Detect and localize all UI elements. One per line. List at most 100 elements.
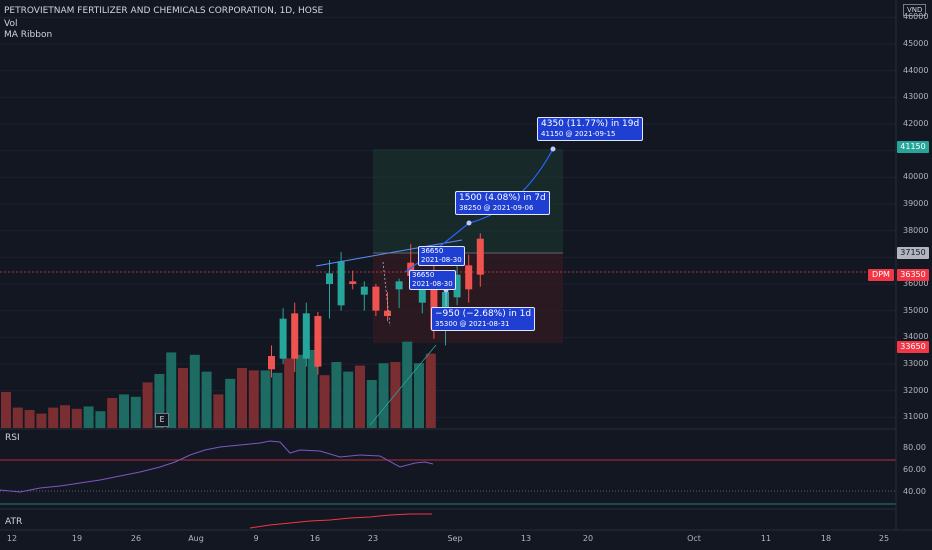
callout-4-line1: 36650 bbox=[421, 247, 444, 255]
callout-overlap-a[interactable]: 36650 2021-08-30 bbox=[418, 246, 465, 266]
callout-3-line1: −950 (−2.68%) in 1d bbox=[435, 309, 532, 319]
candle-body[interactable] bbox=[326, 273, 333, 284]
trend-line-lower[interactable] bbox=[369, 344, 437, 426]
forecast-point-1[interactable] bbox=[550, 146, 556, 152]
volume-bar bbox=[355, 365, 365, 428]
time-tick: Oct bbox=[687, 534, 701, 543]
rsi-tick-40: 40.00 bbox=[903, 487, 926, 496]
volume-bar bbox=[260, 370, 271, 428]
time-tick: Sep bbox=[447, 534, 463, 543]
candle-body[interactable] bbox=[279, 318, 287, 359]
time-tick: 11 bbox=[760, 534, 772, 543]
candle-body[interactable] bbox=[302, 313, 310, 359]
callout-3-line2: 35300 @ 2021-08-31 bbox=[435, 320, 510, 328]
volume-bar bbox=[201, 371, 212, 428]
callout-forecast-3[interactable]: −950 (−2.68%) in 1d 35300 @ 2021-08-31 bbox=[431, 307, 536, 331]
candle-body[interactable] bbox=[314, 316, 322, 367]
volume-bar bbox=[225, 378, 236, 428]
price-tag: 37150 bbox=[897, 247, 929, 260]
atr-line bbox=[249, 513, 432, 529]
price-tick: 44000 bbox=[903, 65, 929, 75]
time-tick: 16 bbox=[309, 534, 321, 543]
atr-label[interactable]: ATR bbox=[5, 517, 23, 527]
volume-bar bbox=[378, 363, 389, 428]
rsi-label[interactable]: RSI bbox=[5, 433, 20, 443]
price-tick: 34000 bbox=[903, 332, 929, 342]
price-tag: 36350 bbox=[897, 268, 929, 281]
volume-bar bbox=[331, 362, 342, 428]
volume-bar bbox=[237, 368, 247, 428]
time-tick: 23 bbox=[367, 534, 379, 543]
callout-2-line2: 38250 @ 2021-09-06 bbox=[459, 204, 534, 212]
candle-body[interactable] bbox=[337, 261, 345, 306]
price-tick: 36000 bbox=[903, 279, 929, 288]
volume-bar bbox=[402, 341, 413, 428]
candle-body[interactable] bbox=[360, 286, 368, 295]
projection-dashed-line bbox=[382, 261, 391, 327]
candle-body[interactable] bbox=[372, 286, 380, 311]
chart-title[interactable]: PETROVIETNAM FERTILIZER AND CHEMICALS CO… bbox=[4, 6, 324, 16]
volume-bar bbox=[425, 353, 436, 428]
candle-body[interactable] bbox=[349, 281, 357, 284]
candle-body[interactable] bbox=[407, 262, 415, 276]
callout-2-line1: 1500 (4.08%) in 7d bbox=[459, 193, 546, 203]
candle-body[interactable] bbox=[476, 238, 484, 275]
volume-bar bbox=[1, 392, 11, 428]
candle-body[interactable] bbox=[453, 274, 461, 298]
volume-bar bbox=[307, 350, 318, 428]
callout-1-line1: 4350 (11.77%) in 19d bbox=[541, 119, 640, 129]
candle-body[interactable] bbox=[465, 265, 473, 290]
price-tick: 40000 bbox=[903, 172, 929, 182]
volume-bars bbox=[1, 341, 436, 428]
callout-overlap-b[interactable]: 36650 2021-08-30 bbox=[409, 270, 456, 290]
candle-body[interactable] bbox=[430, 273, 438, 330]
volume-bar bbox=[166, 352, 177, 428]
volume-bar bbox=[12, 407, 23, 428]
price-tick: 38000 bbox=[903, 225, 929, 235]
price-tick: 43000 bbox=[903, 92, 929, 102]
indicator-vol[interactable]: Vol bbox=[4, 19, 18, 29]
price-tick: 46000 bbox=[903, 12, 929, 22]
volume-bar bbox=[107, 398, 118, 428]
earnings-badge[interactable]: E bbox=[155, 413, 169, 427]
candle-body[interactable] bbox=[418, 278, 426, 303]
symbol-tag: DPM bbox=[868, 268, 894, 281]
volume-bar bbox=[343, 371, 354, 428]
indicator-ma-ribbon[interactable]: MA Ribbon bbox=[4, 30, 53, 40]
price-tick: 39000 bbox=[903, 199, 929, 208]
volume-bar bbox=[60, 405, 70, 428]
time-tick: 18 bbox=[820, 534, 832, 543]
trend-line[interactable] bbox=[315, 239, 463, 267]
price-tick: 35000 bbox=[903, 305, 929, 315]
volume-bar bbox=[390, 362, 401, 428]
volume-bar bbox=[130, 396, 141, 428]
time-tick: 9 bbox=[253, 534, 259, 543]
forecast-point-2[interactable] bbox=[466, 220, 472, 226]
candle-body[interactable] bbox=[291, 313, 299, 359]
price-tick: 32000 bbox=[903, 385, 929, 395]
callout-forecast-2[interactable]: 1500 (4.08%) in 7d 38250 @ 2021-09-06 bbox=[455, 191, 550, 215]
candle-body[interactable] bbox=[384, 310, 391, 316]
volume-bar bbox=[414, 363, 424, 428]
callout-4-line2: 2021-08-30 bbox=[421, 256, 462, 264]
volume-bar bbox=[24, 410, 35, 428]
volume-bar bbox=[48, 407, 59, 428]
time-tick: 12 bbox=[6, 534, 18, 543]
volume-bar bbox=[272, 372, 283, 428]
price-tick: 42000 bbox=[903, 119, 929, 128]
callout-forecast-1[interactable]: 4350 (11.77%) in 19d 41150 @ 2021-09-15 bbox=[537, 117, 644, 141]
volume-bar bbox=[178, 368, 188, 428]
candle-body[interactable] bbox=[268, 356, 275, 370]
price-tag: 33650 bbox=[897, 340, 929, 353]
volume-bar bbox=[119, 394, 129, 428]
price-tick: 45000 bbox=[903, 39, 929, 48]
rsi-tick-60: 60.00 bbox=[903, 465, 926, 474]
currency-label[interactable]: VND bbox=[903, 4, 927, 16]
volume-bar bbox=[189, 354, 200, 428]
time-tick: 26 bbox=[130, 534, 142, 543]
callout-5-line1: 36650 bbox=[412, 271, 435, 279]
candle-body[interactable] bbox=[395, 281, 403, 290]
volume-bar bbox=[83, 406, 94, 428]
